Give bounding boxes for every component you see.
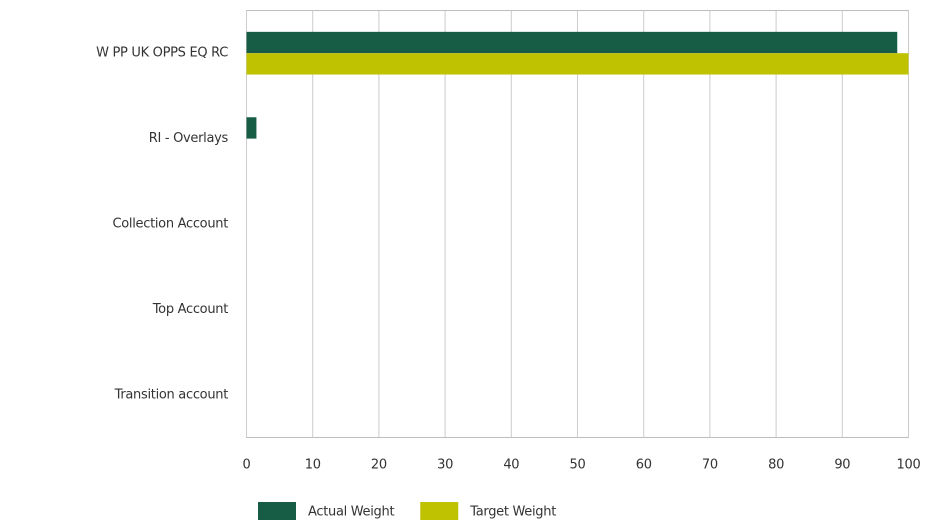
x-tick-label: 60	[636, 458, 652, 473]
legend-label: Actual Weight	[308, 505, 394, 520]
y-tick-label: W PP UK OPPS EQ RC	[96, 46, 228, 61]
bar	[246, 53, 909, 75]
x-tick-label: 0	[243, 458, 251, 473]
bar	[246, 31, 898, 54]
x-tick-label: 40	[503, 458, 519, 473]
x-tick-label: 90	[834, 458, 850, 473]
x-tick-label: 70	[702, 458, 718, 473]
x-tick-label: 30	[437, 458, 453, 473]
x-tick-label: 100	[897, 458, 921, 473]
x-tick-label: 20	[371, 458, 387, 473]
y-tick-label: Collection Account	[112, 217, 228, 232]
y-tick-label: RI - Overlays	[149, 131, 229, 146]
legend-label: Target Weight	[469, 505, 556, 520]
y-tick-label: Top Account	[152, 302, 228, 317]
x-tick-label: 50	[570, 458, 586, 473]
bar	[246, 117, 257, 139]
legend-swatch	[420, 502, 459, 520]
x-tick-label: 10	[305, 458, 321, 473]
x-tick-label: 80	[768, 458, 784, 473]
y-tick-label: Transition account	[114, 387, 229, 402]
legend-swatch	[258, 502, 296, 520]
